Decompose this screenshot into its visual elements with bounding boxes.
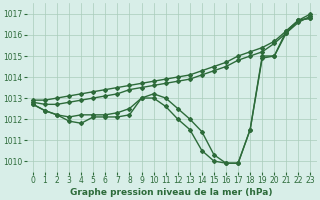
X-axis label: Graphe pression niveau de la mer (hPa): Graphe pression niveau de la mer (hPa) — [70, 188, 273, 197]
